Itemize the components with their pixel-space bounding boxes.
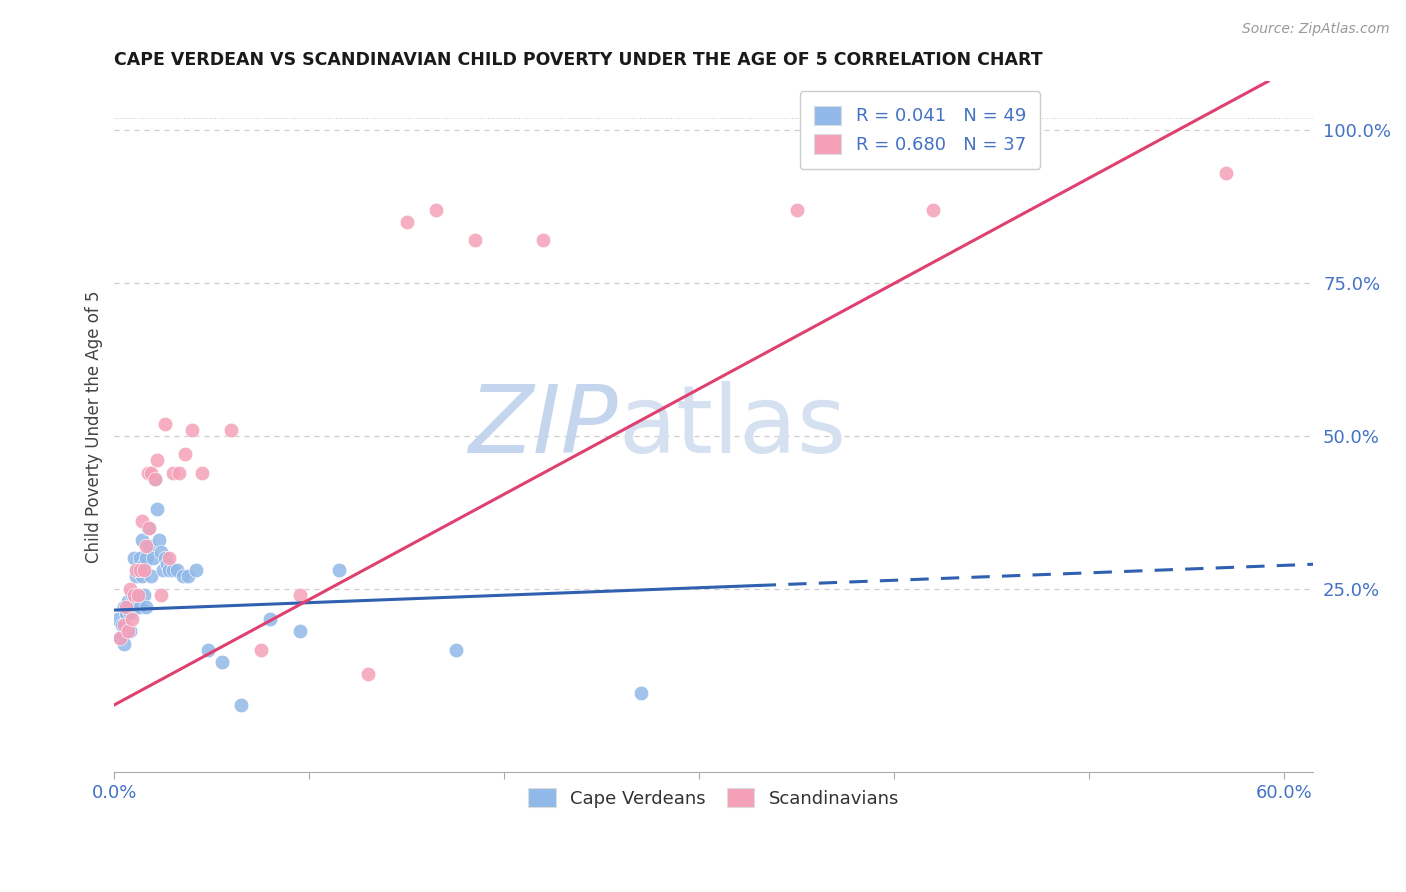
Point xyxy=(288,624,311,639)
Point xyxy=(1215,166,1237,180)
Point xyxy=(125,569,148,583)
Text: atlas: atlas xyxy=(617,381,846,473)
Point xyxy=(259,612,281,626)
Point xyxy=(153,417,176,431)
Point xyxy=(125,563,148,577)
Point xyxy=(135,551,157,566)
Point xyxy=(115,606,138,620)
Point xyxy=(328,563,350,577)
Point xyxy=(131,515,153,529)
Point xyxy=(167,466,190,480)
Point xyxy=(249,643,271,657)
Point xyxy=(221,423,243,437)
Point xyxy=(112,618,135,632)
Point xyxy=(357,667,380,681)
Point xyxy=(191,466,214,480)
Point xyxy=(395,215,418,229)
Point xyxy=(122,588,145,602)
Text: CAPE VERDEAN VS SCANDINAVIAN CHILD POVERTY UNDER THE AGE OF 5 CORRELATION CHART: CAPE VERDEAN VS SCANDINAVIAN CHILD POVER… xyxy=(114,51,1043,69)
Y-axis label: Child Poverty Under the Age of 5: Child Poverty Under the Age of 5 xyxy=(86,291,103,563)
Point xyxy=(118,606,141,620)
Point xyxy=(146,502,169,516)
Point xyxy=(132,558,155,572)
Point xyxy=(156,558,179,572)
Point xyxy=(117,594,139,608)
Point xyxy=(141,466,163,480)
Point xyxy=(110,631,132,645)
Point xyxy=(630,685,652,699)
Point xyxy=(138,520,160,534)
Point xyxy=(150,588,173,602)
Point xyxy=(136,466,159,480)
Point xyxy=(141,569,163,583)
Point xyxy=(128,600,150,615)
Point xyxy=(132,588,155,602)
Point xyxy=(128,551,150,566)
Point xyxy=(127,588,149,602)
Point xyxy=(122,588,145,602)
Text: ZIP: ZIP xyxy=(468,381,617,472)
Point xyxy=(186,563,208,577)
Point xyxy=(127,563,149,577)
Point xyxy=(786,202,808,217)
Point xyxy=(229,698,252,712)
Point xyxy=(146,453,169,467)
Point xyxy=(425,202,447,217)
Point xyxy=(107,612,129,626)
Point xyxy=(142,551,165,566)
Point xyxy=(121,612,143,626)
Point xyxy=(444,643,467,657)
Point xyxy=(125,600,148,615)
Point xyxy=(162,563,184,577)
Point xyxy=(150,545,173,559)
Point xyxy=(166,563,188,577)
Point xyxy=(122,551,145,566)
Point xyxy=(148,533,170,547)
Text: Source: ZipAtlas.com: Source: ZipAtlas.com xyxy=(1241,22,1389,37)
Point xyxy=(922,202,945,217)
Point xyxy=(117,624,139,639)
Point xyxy=(135,539,157,553)
Point xyxy=(136,520,159,534)
Point xyxy=(112,600,135,615)
Point xyxy=(172,569,194,583)
Point xyxy=(153,551,176,566)
Point xyxy=(128,563,150,577)
Point xyxy=(135,600,157,615)
Point xyxy=(152,563,174,577)
Point xyxy=(531,233,554,247)
Point xyxy=(118,624,141,639)
Point xyxy=(112,637,135,651)
Point xyxy=(115,600,138,615)
Point xyxy=(131,569,153,583)
Point xyxy=(132,563,155,577)
Point xyxy=(464,233,486,247)
Point xyxy=(157,563,180,577)
Point xyxy=(177,569,200,583)
Point xyxy=(131,533,153,547)
Point xyxy=(118,582,141,596)
Point xyxy=(288,588,311,602)
Point xyxy=(157,551,180,566)
Point xyxy=(181,423,204,437)
Point xyxy=(111,618,134,632)
Point xyxy=(197,643,219,657)
Legend: Cape Verdeans, Scandinavians: Cape Verdeans, Scandinavians xyxy=(522,780,907,815)
Point xyxy=(121,588,143,602)
Point xyxy=(143,472,166,486)
Point xyxy=(138,539,160,553)
Point xyxy=(110,631,132,645)
Point xyxy=(143,472,166,486)
Point xyxy=(127,594,149,608)
Point xyxy=(162,466,184,480)
Point xyxy=(173,447,195,461)
Point xyxy=(211,655,233,669)
